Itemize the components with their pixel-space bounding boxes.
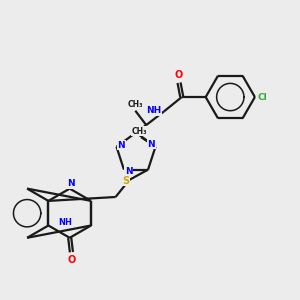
Text: N: N (118, 140, 125, 149)
Text: O: O (175, 70, 183, 80)
Text: S: S (122, 176, 129, 186)
Text: Cl: Cl (257, 92, 267, 101)
Text: N: N (68, 179, 75, 188)
Text: CH₃: CH₃ (128, 100, 143, 109)
Text: O: O (67, 255, 76, 265)
Text: CH₃: CH₃ (132, 127, 147, 136)
Text: N: N (148, 140, 155, 148)
Text: NH: NH (58, 218, 72, 227)
Text: N: N (125, 167, 133, 176)
Text: NH: NH (146, 106, 161, 115)
